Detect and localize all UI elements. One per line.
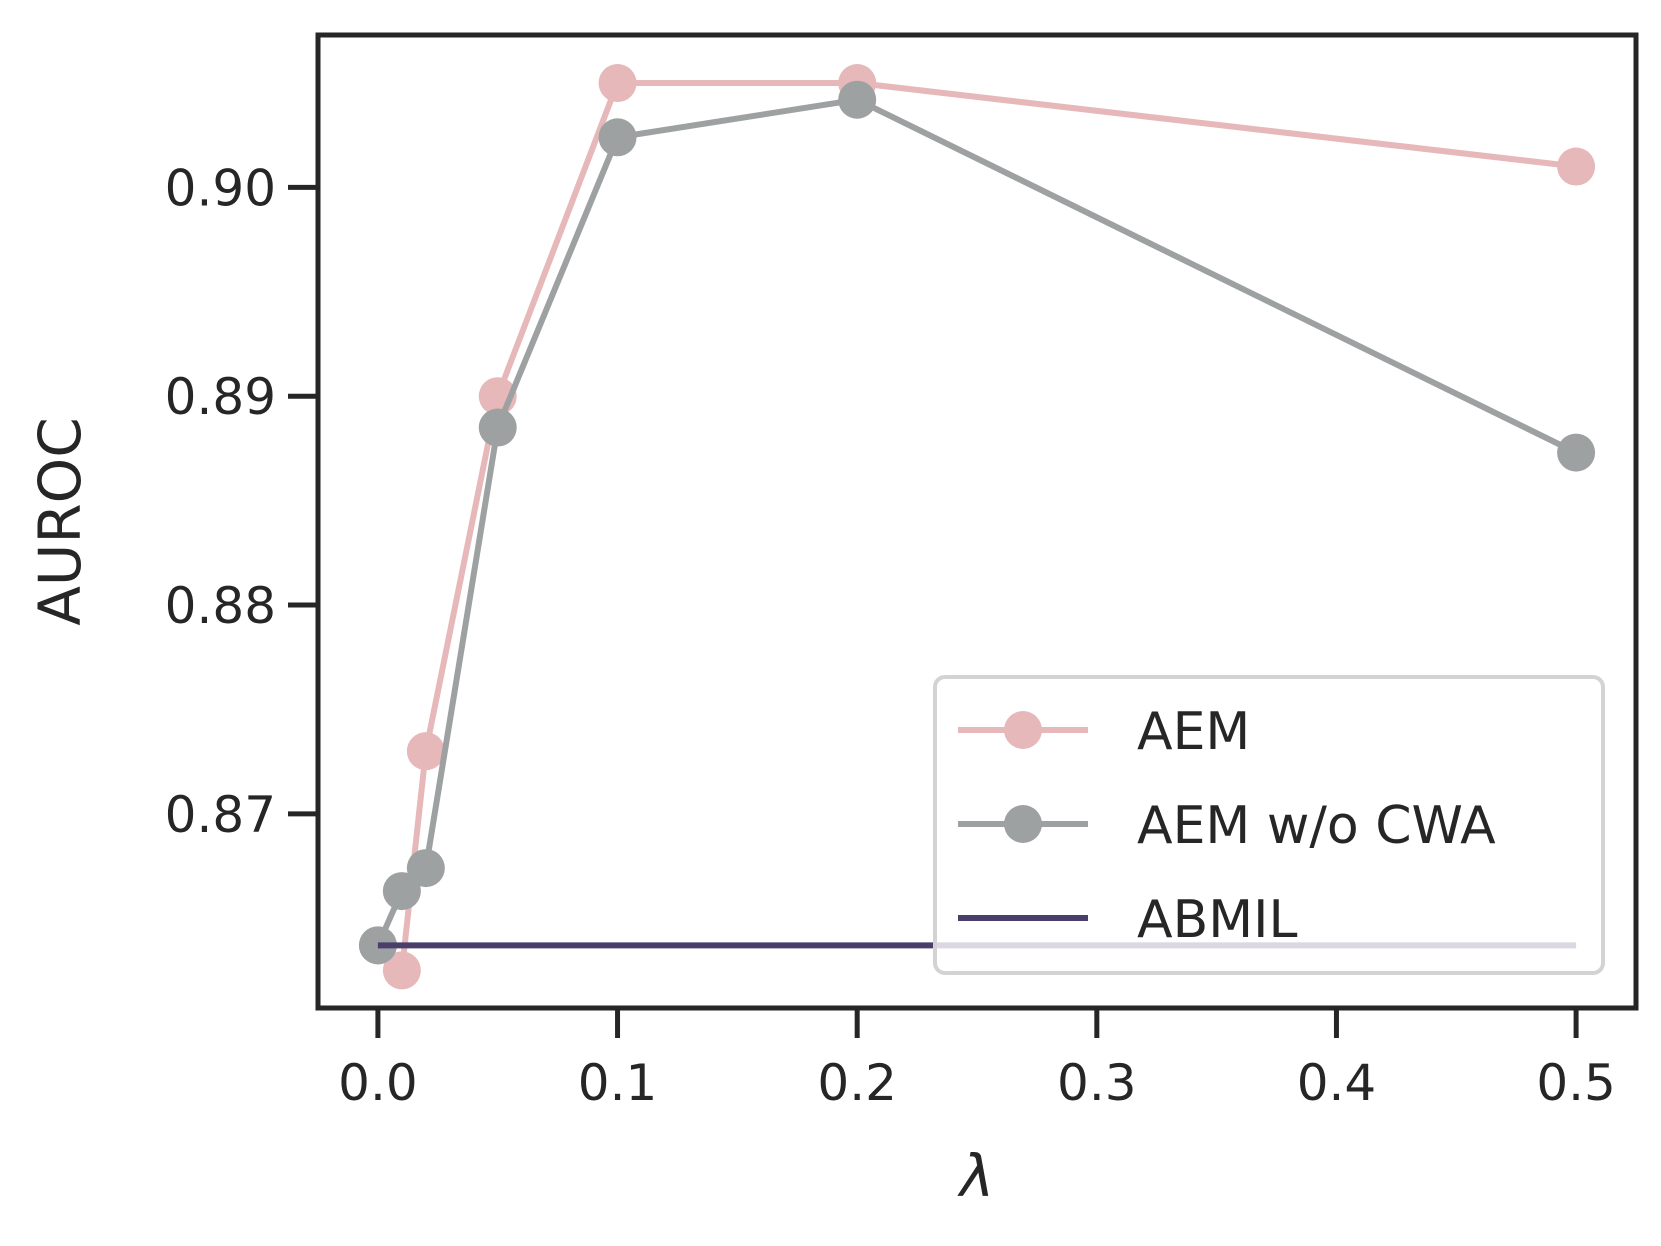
legend-marker [1004,711,1042,749]
x-axis-label: λ [957,1142,994,1210]
axis-ticks: 0.0 0.1 0.2 0.3 0.4 0.5 0.87 0.88 0.89 0.90 [165,159,1616,1112]
data-point-aem [382,951,421,990]
legend-label: AEM [1137,702,1250,762]
legend-item: AEM w/o CWA [958,796,1496,856]
y-tick-label: 0.88 [165,577,276,635]
y-tick-label: 0.89 [165,368,276,426]
plot-frame [315,32,1639,1011]
data-point-aem [598,64,637,103]
legend-label: AEM w/o CWA [1137,796,1496,856]
data-point-aem [406,732,445,771]
data-point-aem-w-o-cwa [406,849,445,888]
data-point-aem-w-o-cwa [598,118,637,157]
x-tick-label: 0.3 [1057,1054,1137,1112]
data-point-aem-w-o-cwa [382,872,421,911]
legend: AEM AEM w/o CWA ABMIL [933,675,1605,975]
legend-marker [1004,805,1042,843]
y-tick-label: 0.87 [165,786,276,844]
plot-area [358,64,1596,990]
data-point-aem-w-o-cwa [1557,433,1596,472]
y-tick-label: 0.90 [165,159,276,217]
data-point-aem-w-o-cwa [478,408,517,447]
legend-item: ABMIL [958,890,1297,950]
x-tick-label: 0.5 [1536,1054,1616,1112]
x-tick-label: 0.0 [338,1054,418,1112]
x-tick-label: 0.4 [1297,1054,1377,1112]
x-tick-label: 0.2 [817,1054,897,1112]
legend-item: AEM [958,702,1250,762]
legend-label: ABMIL [1137,890,1297,950]
data-point-aem-w-o-cwa [838,80,877,119]
series-aem-w-o-cwa [358,80,1596,965]
y-axis-label: AUROC [26,417,94,626]
x-tick-label: 0.1 [578,1054,658,1112]
legend-box [933,675,1605,975]
data-point-aem [1557,147,1596,186]
